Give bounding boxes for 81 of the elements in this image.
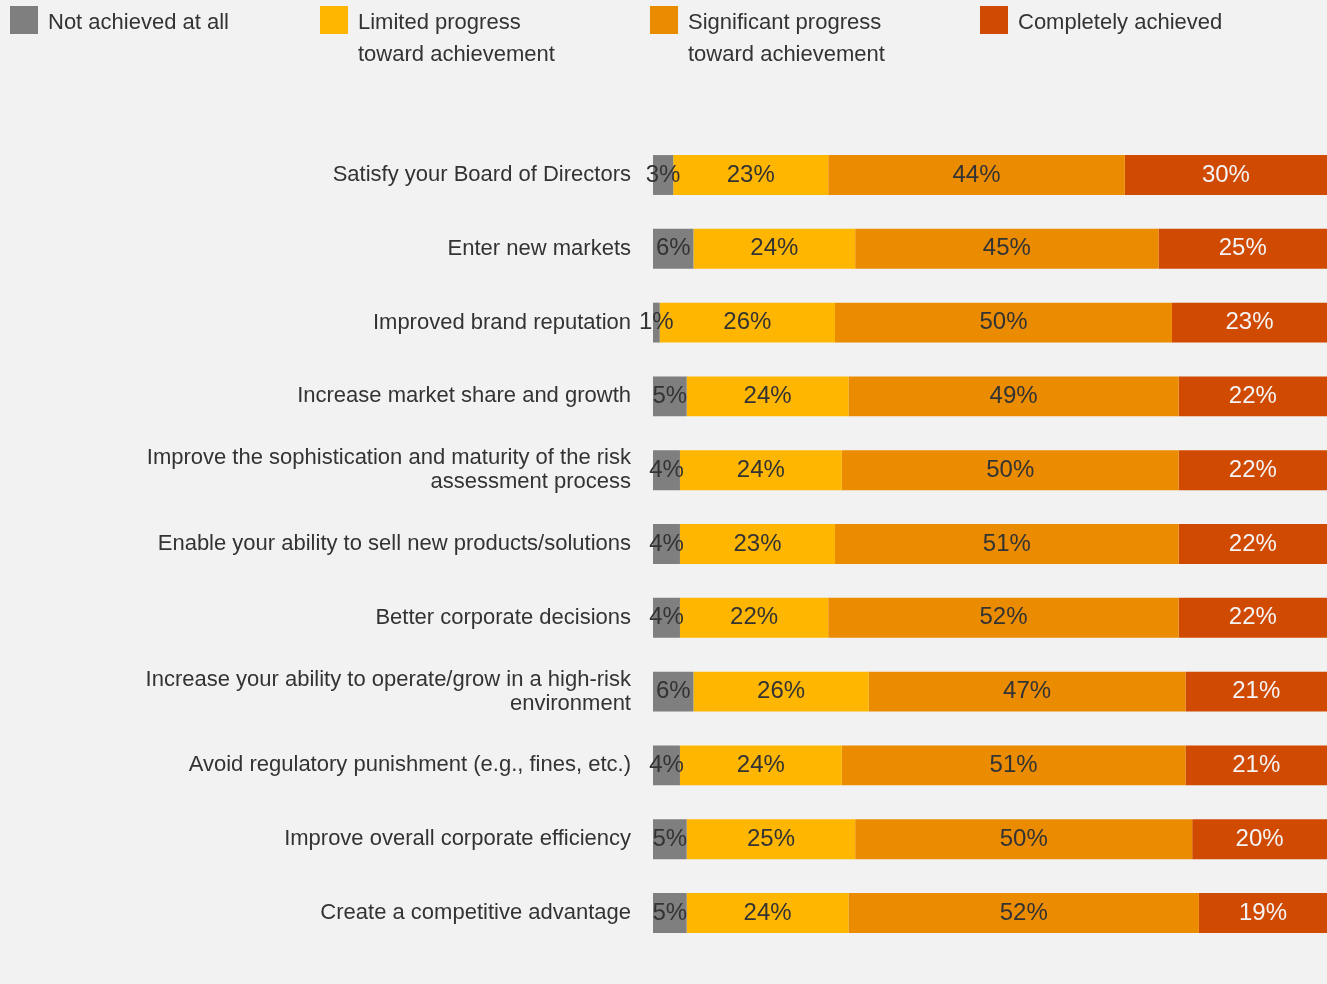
y-tick-label: Create a competitive advantage [320,899,631,925]
data-label: 50% [986,454,1035,482]
data-label: 24% [750,233,799,261]
legend-label: Limited progress toward achievement [358,8,556,68]
data-label: 22% [1228,381,1277,409]
data-label: 25% [1218,233,1267,261]
y-tick-label: Enter new markets [447,234,631,260]
y-tick-label: Better corporate decisions [375,603,631,629]
y-tick-label: Improved brand reputation [372,308,631,334]
bar [1198,893,1327,933]
data-label: 5% [652,823,688,851]
data-label: 24% [743,897,792,925]
data-label: 6% [655,676,691,704]
data-label: 6% [655,233,691,261]
bar [1178,524,1327,564]
bar [1178,450,1327,491]
bar [848,893,1199,933]
bar [693,671,869,712]
data-label: 19% [1238,897,1287,925]
bar [686,893,849,933]
data-label: 26% [723,307,772,335]
data-label: 44% [952,159,1001,187]
data-label: 22% [1228,602,1277,630]
bar [1171,302,1327,343]
bar [834,302,1172,343]
y-tick-label: Improve overall corporate efficiency [284,825,631,851]
data-label: 20% [1235,823,1284,851]
y-tick-label: Increase market share and growth [297,382,631,408]
y-tick-label: Improve the sophistication and maturity of the risk assessment process [146,444,632,494]
data-label: 52% [999,897,1048,925]
data-label: 21% [1232,676,1281,704]
bar [1192,819,1327,860]
bar [841,450,1179,491]
data-label: 24% [736,454,785,482]
bar [686,819,856,860]
bar [1158,228,1327,269]
data-label: 45% [982,233,1031,261]
bar [1185,745,1327,786]
bar [848,376,1179,417]
y-tick-label: Avoid regulatory punishment (e.g., fines, etc.) [188,751,631,777]
y-tick-label: Satisfy your Board of Directors [332,161,631,187]
y-tick-label: Enable your ability to sell new products/solutions [157,530,631,556]
data-label: 23% [733,528,782,556]
bar [855,228,1159,269]
data-label: 30% [1201,159,1250,187]
data-label: 24% [743,381,792,409]
bar [1124,155,1327,195]
data-label: 47% [1003,676,1052,704]
data-label: 21% [1232,750,1281,778]
data-label: 51% [989,750,1038,778]
bar [828,155,1125,195]
bar [1185,671,1327,712]
legend-label: Significant progress toward achievement [688,8,886,68]
bar [834,524,1179,564]
data-label: 50% [979,307,1028,335]
data-label: 52% [979,602,1028,630]
bar [1178,376,1327,417]
bar [828,597,1179,638]
data-label: 24% [736,750,785,778]
data-label: 51% [982,528,1031,556]
data-label: 22% [1228,528,1277,556]
legend-label: Completely achieved [1018,8,1223,36]
bar [841,745,1186,786]
data-label: 26% [757,676,806,704]
bar [686,376,849,417]
data-label: 1% [639,307,674,335]
data-label: 25% [746,823,795,851]
bar [855,819,1193,860]
data-label: 5% [652,381,688,409]
data-label: 22% [1228,454,1277,482]
bar [1178,597,1327,638]
bar [868,671,1186,712]
bar [693,228,856,269]
legend-label: Not achieved at all [48,8,229,36]
data-label: 5% [652,897,688,925]
data-label: 23% [1225,307,1274,335]
data-label: 49% [989,381,1038,409]
data-label: 23% [726,159,775,187]
data-label: 50% [999,823,1048,851]
data-label: 22% [730,602,779,630]
y-tick-label: Increase your ability to operate/grow in a high-risk environment [145,665,632,715]
